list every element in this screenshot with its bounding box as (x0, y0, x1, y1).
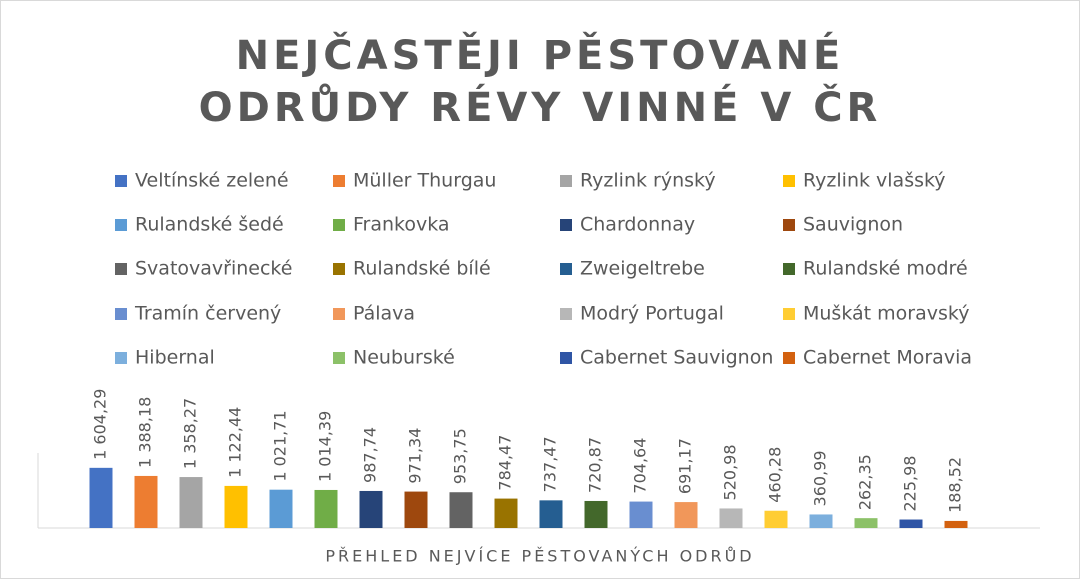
legend-label: Rulandské bílé (353, 258, 491, 280)
data-label: 188,52 (946, 457, 965, 513)
bar (944, 520, 968, 528)
bar (899, 519, 923, 528)
legend-label: Rulandské modré (803, 258, 968, 280)
bar (539, 500, 563, 528)
bar (179, 477, 203, 528)
x-axis-label: PŘEHLED NEJVÍCE PĚSTOVANÝCH ODRŮD (325, 547, 754, 566)
data-label: 1 021,71 (271, 410, 290, 481)
legend-swatch (560, 352, 572, 364)
legend-swatch (783, 263, 795, 275)
data-label: 971,34 (406, 428, 425, 484)
data-label: 520,98 (721, 444, 740, 500)
legend-label: Neuburské (353, 347, 455, 369)
legend-label: Ryzlink rýnský (580, 170, 716, 192)
data-label: 704,64 (631, 438, 650, 494)
legend-swatch (560, 263, 572, 275)
data-label: 691,17 (676, 438, 695, 494)
bar (314, 489, 338, 528)
data-label: 953,75 (451, 428, 470, 484)
legend-label: Pálava (353, 303, 415, 325)
legend-swatch (115, 352, 127, 364)
legend-swatch (783, 352, 795, 364)
legend-swatch (783, 219, 795, 231)
legend-label: Muškát moravský (803, 303, 969, 325)
data-label: 737,47 (541, 436, 560, 492)
bar (449, 492, 473, 528)
bar (134, 475, 158, 528)
legend-label: Rulandské šedé (135, 214, 284, 236)
legend-label: Tramín červený (134, 303, 281, 325)
bar (224, 485, 248, 528)
legend-label: Ryzlink vlašský (803, 170, 946, 192)
bar (584, 500, 608, 528)
bar (89, 467, 113, 528)
bar (854, 518, 878, 528)
bar (404, 491, 428, 528)
bar (359, 490, 383, 528)
legend-swatch (115, 263, 127, 275)
legend-swatch (333, 263, 345, 275)
data-label: 460,28 (766, 447, 785, 503)
legend-label: Modrý Portugal (580, 303, 724, 325)
bar (764, 510, 788, 528)
bar (674, 502, 698, 528)
legend-swatch (560, 175, 572, 187)
data-label: 1 014,39 (316, 411, 335, 482)
bar (494, 498, 518, 528)
data-label: 262,35 (856, 454, 875, 510)
legend-label: Cabernet Sauvignon (580, 347, 773, 369)
data-label: 720,87 (586, 437, 605, 493)
data-label: 1 604,29 (91, 389, 110, 460)
legend-swatch (560, 219, 572, 231)
legend-swatch (560, 308, 572, 320)
legend-label: Zweigeltrebe (580, 258, 705, 280)
legend-label: Müller Thurgau (353, 170, 496, 192)
bar (629, 501, 653, 528)
data-label: 1 388,18 (136, 397, 155, 468)
data-label: 987,74 (361, 427, 380, 483)
legend-swatch (333, 175, 345, 187)
legend-swatch (783, 175, 795, 187)
legend-swatch (783, 308, 795, 320)
bar (719, 508, 743, 528)
legend-swatch (333, 352, 345, 364)
data-label: 1 358,27 (181, 398, 200, 469)
bar (269, 489, 293, 528)
legend-swatch (333, 308, 345, 320)
chart-title: NEJČASTĚJI PĚSTOVANÉ ODRŮDY RÉVY VINNÉ V… (198, 33, 882, 131)
legend-label: Sauvignon (803, 214, 903, 236)
bar (809, 514, 833, 528)
legend-label: Hibernal (135, 347, 215, 369)
data-label: 784,47 (496, 435, 515, 491)
legend-label: Cabernet Moravia (803, 347, 972, 369)
legend-label: Frankovka (353, 214, 450, 236)
legend-swatch (115, 175, 127, 187)
legend-swatch (333, 219, 345, 231)
data-label: 225,98 (901, 456, 920, 512)
data-label: 360,99 (811, 450, 830, 506)
legend-label: Chardonnay (580, 214, 695, 236)
legend-swatch (115, 219, 127, 231)
data-label: 1 122,44 (226, 407, 245, 478)
legend-label: Svatovavřinecké (135, 258, 292, 280)
legend-label: Veltínské zelené (135, 170, 289, 192)
legend-swatch (115, 308, 127, 320)
